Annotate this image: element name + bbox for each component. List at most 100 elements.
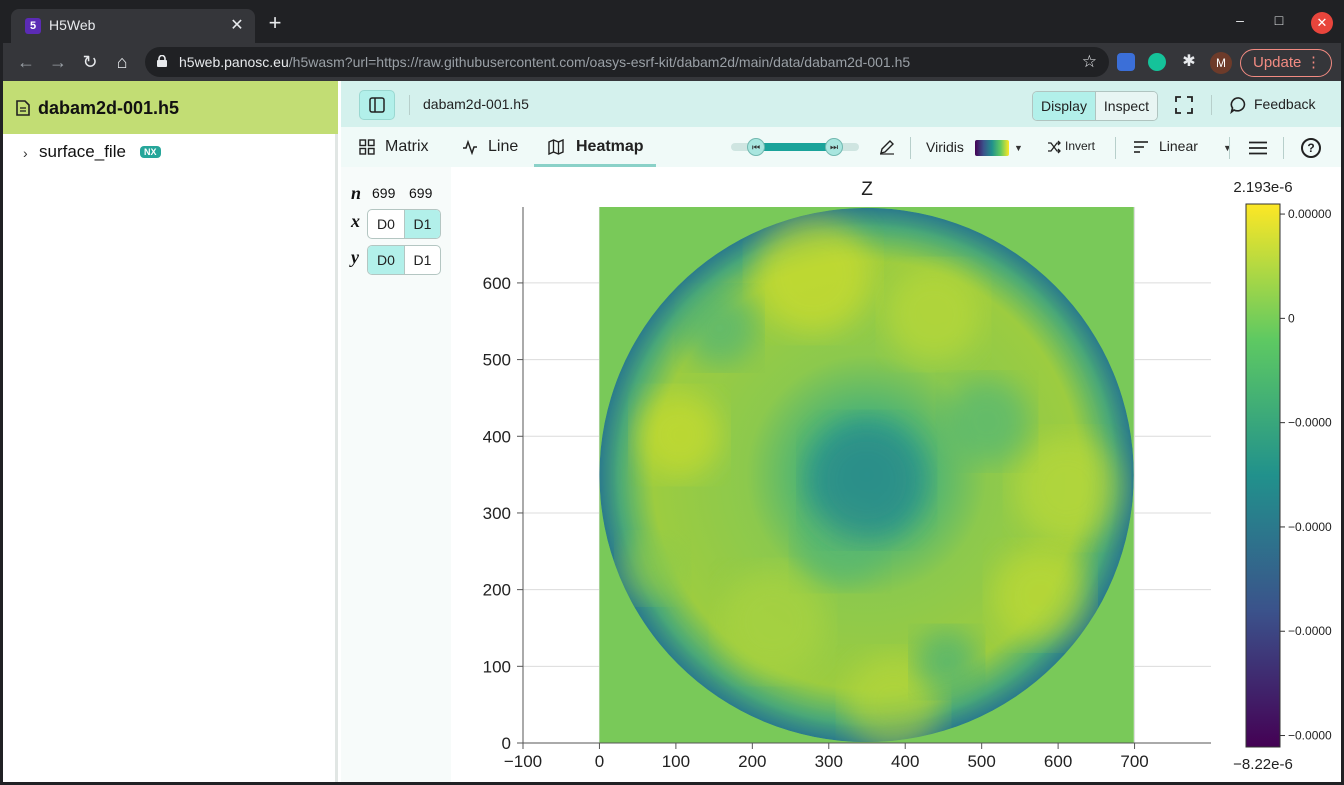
minimize-icon[interactable]: – [1236, 12, 1244, 28]
browser-toolbar: ← → ↻ ⌂ h5web.panosc.eu/h5wasm?url=https… [3, 43, 1341, 81]
scale-type-selector[interactable]: Linear ▼ [1133, 138, 1232, 154]
x-d1-button[interactable]: D1 [404, 210, 440, 238]
breadcrumb: dabam2d-001.h5 [423, 96, 529, 112]
separator [1283, 137, 1284, 159]
tab-heatmap[interactable]: Heatmap [534, 127, 656, 167]
h5web-favicon-icon: 5 [25, 18, 41, 34]
y-dim-toggle: D0 D1 [367, 245, 441, 275]
home-icon[interactable]: ⌂ [116, 52, 128, 72]
caret-down-icon: ▼ [1014, 143, 1023, 153]
file-icon [16, 100, 30, 116]
surface-texture-blob [992, 547, 1089, 644]
speech-bubble-icon [1230, 97, 1246, 114]
scale-lines-icon [1134, 141, 1148, 153]
url-text: h5web.panosc.eu/h5wasm?url=https://raw.g… [179, 54, 910, 70]
separator [409, 95, 410, 115]
y-d1-button[interactable]: D1 [404, 246, 440, 274]
tab-matrix-label: Matrix [385, 138, 429, 155]
x-tick-label: 200 [738, 752, 766, 771]
tab-heatmap-label: Heatmap [576, 138, 644, 155]
surface-center-depression [807, 421, 926, 540]
scale-label: Linear [1159, 138, 1198, 154]
visualizer-topbar: dabam2d-001.h5 Display Inspect Feedback [341, 81, 1341, 127]
x-dim-toggle: D0 D1 [367, 209, 441, 239]
line-chart-icon [463, 139, 477, 155]
display-mode-button[interactable]: Display [1033, 92, 1095, 120]
n-label: n [351, 183, 362, 203]
surface-texture-blob [754, 215, 872, 334]
pencil-icon[interactable] [879, 139, 895, 155]
grammarly-extension-icon[interactable] [1148, 53, 1166, 71]
y-d0-button[interactable]: D0 [368, 246, 404, 274]
slider-min-handle[interactable]: ⏮ [747, 138, 765, 156]
domain-slider[interactable]: ⏮ ⏭ [731, 138, 859, 156]
surface-edge-rolloff [599, 207, 1134, 743]
colorbar-tick-label: −0.0000 [1288, 416, 1332, 430]
separator [910, 137, 911, 159]
y-tick-label: 200 [483, 581, 511, 600]
reload-icon[interactable]: ↻ [82, 52, 98, 72]
colorbar-gradient [1245, 203, 1281, 748]
tab-strip: 5 H5Web ✕ + – □ ✕ [3, 3, 1341, 43]
colormap-swatch[interactable] [975, 140, 1009, 156]
url-host: h5web.panosc.eu [179, 54, 289, 70]
colorbar-tick-label: 0.00000 [1288, 207, 1332, 221]
x-d0-button[interactable]: D0 [377, 216, 395, 232]
x-tick-label: 300 [815, 752, 843, 771]
update-button[interactable]: Update ⋮ [1240, 49, 1332, 77]
visualizer-panel: dabam2d-001.h5 Display Inspect Feedback [341, 81, 1341, 782]
y-axis-label: y [351, 247, 359, 267]
slider-max-handle[interactable]: ⏭ [825, 138, 843, 156]
vis-content: n 699 699 x D0 D1 y D0 [341, 167, 1341, 782]
invert-label: Invert [1065, 139, 1096, 153]
y-tick-label: 600 [483, 274, 511, 293]
tab-line-label: Line [488, 138, 519, 155]
feedback-label: Feedback [1254, 96, 1316, 112]
y-tick-label: 400 [483, 427, 511, 446]
hamburger-menu-icon[interactable] [1249, 141, 1267, 155]
separator [1115, 137, 1116, 159]
browser-tab[interactable]: 5 H5Web ✕ [11, 9, 255, 43]
fullscreen-icon[interactable] [1175, 96, 1193, 114]
axes: −100 0 100 200 300 400 500 600 70001002003004005… [483, 207, 1211, 771]
y-tick-label: 0 [502, 734, 511, 753]
x-axis-label: x [351, 211, 360, 231]
map-icon [548, 139, 564, 155]
h5web-app: dabam2d-001.h5 › surface_file NX dabam2d… [3, 81, 1341, 782]
address-bar[interactable]: h5web.panosc.eu/h5wasm?url=https://raw.g… [145, 47, 1109, 77]
surface-texture-blob [636, 392, 723, 478]
dim-size-1: 699 [409, 185, 433, 201]
surface-disk [599, 207, 1134, 743]
surface-texture-blob [914, 629, 979, 695]
bitwarden-extension-icon[interactable] [1117, 53, 1135, 71]
tab-matrix[interactable]: Matrix [359, 127, 439, 167]
root-file-name: dabam2d-001.h5 [38, 98, 180, 118]
forward-icon[interactable]: → [49, 52, 67, 72]
feedback-button[interactable]: Feedback [1230, 96, 1316, 114]
colormap-selector[interactable]: Viridis [926, 139, 964, 155]
bookmark-star-icon[interactable]: ☆ [1081, 52, 1097, 71]
surface-texture-blob [682, 290, 758, 366]
heatmap-image [599, 207, 1134, 743]
colorbar-max-label: 2.193e-6 [1233, 179, 1292, 196]
invert-toggle[interactable]: Invert [1047, 139, 1096, 154]
window-close-icon[interactable]: ✕ [1311, 12, 1333, 34]
tab-close-icon[interactable]: ✕ [230, 17, 244, 34]
profile-avatar[interactable]: M [1210, 52, 1232, 74]
nx-badge: NX [140, 146, 161, 158]
tab-line[interactable]: Line [462, 127, 526, 167]
heatmap-plot[interactable]: −100 0 100 200 300 400 500 600 700 0 100 200 300 400 5… [451, 167, 1341, 782]
lock-icon [157, 55, 167, 67]
maximize-icon[interactable]: □ [1274, 12, 1284, 28]
help-icon[interactable]: ? [1301, 138, 1321, 158]
colorbar-tick-label: −0.0000 [1288, 729, 1332, 743]
inspect-mode-button[interactable]: Inspect [1095, 92, 1157, 120]
extensions-puzzle-icon[interactable]: ✱ [1182, 53, 1196, 70]
sidebar-toggle-button[interactable] [359, 90, 395, 120]
chevron-right-icon: › [23, 145, 28, 161]
root-file-header[interactable]: dabam2d-001.h5 [3, 81, 338, 134]
y-tick-label: 100 [483, 657, 511, 676]
back-icon[interactable]: ← [17, 52, 35, 72]
new-tab-icon[interactable]: + [268, 10, 282, 35]
colorbar-min-label: −8.22e-6 [1233, 756, 1293, 773]
